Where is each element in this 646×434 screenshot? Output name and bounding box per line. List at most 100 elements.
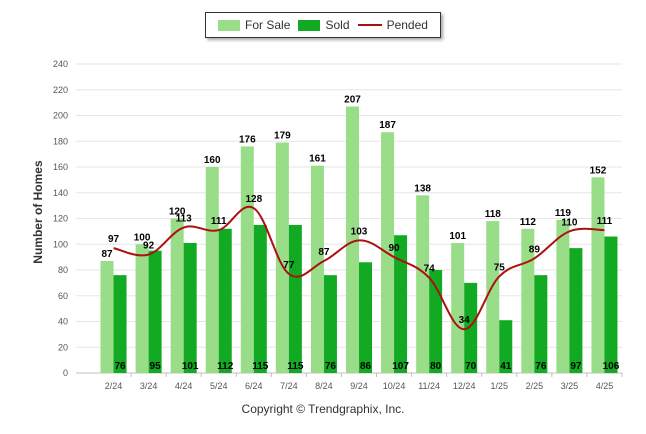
y-tick-label-220: 220 (53, 85, 68, 95)
data-label-sold-9/24: 86 (360, 361, 372, 372)
data-label-for-sale-4/24: 120 (169, 207, 186, 218)
bar-sold-7/24 (288, 224, 302, 373)
data-label-for-sale-3/24: 100 (134, 232, 151, 243)
y-tick-label-240: 240 (53, 59, 68, 69)
data-label-pended-2/25: 89 (529, 244, 541, 255)
bar-for-sale-12/24 (451, 242, 465, 373)
bar-sold-11/24 (429, 270, 443, 373)
legend-swatch-sold (298, 19, 321, 31)
copyright-text: Copyright © Trendgraphix, Inc. (241, 402, 405, 416)
data-label-sold-10/24: 107 (392, 361, 409, 372)
data-label-sold-2/25: 76 (535, 361, 547, 372)
data-label-sold-5/24: 112 (217, 361, 234, 372)
pended-line-group (113, 205, 605, 331)
bar-sold-8/24 (323, 275, 337, 373)
bar-sold-4/25 (604, 236, 618, 373)
x-tick-label-11/24: 11/24 (418, 381, 440, 391)
x-tick-label-6/24: 6/24 (245, 381, 263, 391)
legend-item-pended[interactable]: Pended (357, 18, 428, 32)
x-tick-label-2/25: 2/25 (526, 381, 544, 391)
legend-label-for-sale: For Sale (245, 18, 291, 32)
bar-sold-6/24 (253, 224, 267, 373)
legend-label-pended: Pended (386, 18, 428, 32)
bar-for-sale-1/25 (486, 221, 500, 373)
bar-for-sale-2/24 (100, 260, 114, 373)
data-label-pended-5/24: 111 (211, 216, 227, 227)
data-label-for-sale-11/24: 138 (414, 183, 431, 194)
y-tick-label-120: 120 (53, 214, 68, 224)
data-label-sold-4/24: 101 (182, 361, 199, 372)
y-tick-label-100: 100 (53, 239, 68, 249)
data-label-sold-11/24: 80 (430, 361, 442, 372)
bar-for-sale-3/25 (556, 219, 570, 373)
bar-for-sale-2/25 (521, 228, 535, 373)
x-tick-label-1/25: 1/25 (491, 381, 509, 391)
x-tick-label-7/24: 7/24 (280, 381, 298, 391)
bar-sold-10/24 (394, 235, 408, 373)
data-label-for-sale-3/25: 119 (555, 208, 572, 219)
bar-sold-2/25 (534, 275, 548, 373)
data-label-for-sale-1/25: 118 (485, 209, 502, 220)
bar-for-sale-8/24 (310, 165, 324, 373)
bar-sold-3/25 (569, 248, 583, 373)
y-tick-label-40: 40 (58, 317, 68, 327)
y-tick-labels: 0 20 40 60 80 100 120 140 160 180 200 220 240 (53, 59, 68, 378)
data-label-sold-12/24: 70 (465, 361, 477, 372)
bar-sold-5/24 (218, 228, 232, 373)
y-tick-label-80: 80 (58, 265, 68, 275)
data-label-sold-1/25: 41 (500, 361, 512, 372)
data-label-sold-8/24: 76 (325, 361, 337, 372)
data-label-sold-6/24: 115 (252, 361, 269, 372)
legend-swatch-for-sale (218, 19, 241, 31)
bar-for-sale-5/24 (205, 167, 219, 373)
pended-line (113, 205, 605, 331)
bar-sold-3/24 (148, 250, 162, 373)
y-tick-label-160: 160 (53, 162, 68, 172)
legend-swatch-pended (357, 24, 382, 26)
legend-label-sold: Sold (325, 18, 350, 32)
data-label-for-sale-2/25: 112 (520, 217, 537, 228)
data-label-for-sale-9/24: 207 (344, 94, 361, 105)
bar-sold-2/24 (113, 275, 127, 373)
legend: For Sale Sold Pended (205, 12, 441, 38)
data-label-for-sale-4/25: 152 (590, 165, 607, 176)
data-label-pended-2/24: 97 (108, 234, 120, 245)
legend-item-for-sale[interactable]: For Sale (218, 18, 290, 32)
data-label-for-sale-6/24: 176 (239, 134, 256, 145)
data-label-pended-10/24: 90 (389, 243, 401, 254)
data-label-pended-4/24: 113 (176, 214, 193, 225)
legend-item-sold[interactable]: Sold (298, 18, 350, 32)
data-label-pended-3/25: 110 (561, 217, 578, 228)
y-tick-label-200: 200 (53, 111, 68, 121)
x-tick-label-12/24: 12/24 (453, 381, 476, 391)
x-tick-label-4/25: 4/25 (596, 381, 614, 391)
x-tick-label-8/24: 8/24 (315, 381, 333, 391)
bar-for-sale-3/24 (135, 244, 149, 373)
y-tick-label-0: 0 (63, 368, 68, 378)
x-tick-label-4/24: 4/24 (175, 381, 193, 391)
data-label-for-sale-8/24: 161 (309, 154, 326, 165)
x-tick-label-3/25: 3/25 (561, 381, 579, 391)
data-label-sold-3/25: 97 (570, 361, 582, 372)
data-label-for-sale-7/24: 179 (274, 131, 291, 142)
data-label-for-sale-12/24: 101 (449, 231, 466, 242)
y-tick-label-180: 180 (53, 136, 68, 146)
data-label-pended-8/24: 87 (318, 247, 330, 258)
bar-for-sale-7/24 (275, 142, 289, 373)
data-labels-group: 87 76 100 95 120 101 160 112 176 115 179 115 161 76 20… (101, 94, 619, 372)
x-tick-label-10/24: 10/24 (383, 381, 406, 391)
bar-sold-9/24 (359, 262, 372, 373)
bar-for-sale-6/24 (240, 146, 254, 373)
data-label-pended-1/25: 75 (494, 262, 506, 273)
bar-sold-4/24 (183, 242, 197, 373)
data-label-for-sale-10/24: 187 (379, 120, 396, 131)
y-axis-label: Number of Homes (31, 160, 45, 264)
data-label-sold-4/25: 106 (603, 361, 620, 372)
x-tick-label-9/24: 9/24 (350, 381, 368, 391)
bar-for-sale-4/25 (591, 177, 605, 373)
data-label-for-sale-5/24: 160 (204, 155, 221, 166)
x-tick-label-5/24: 5/24 (210, 381, 228, 391)
y-tick-label-20: 20 (58, 342, 68, 352)
data-label-pended-9/24: 103 (351, 226, 368, 237)
data-label-pended-7/24: 77 (283, 260, 295, 271)
